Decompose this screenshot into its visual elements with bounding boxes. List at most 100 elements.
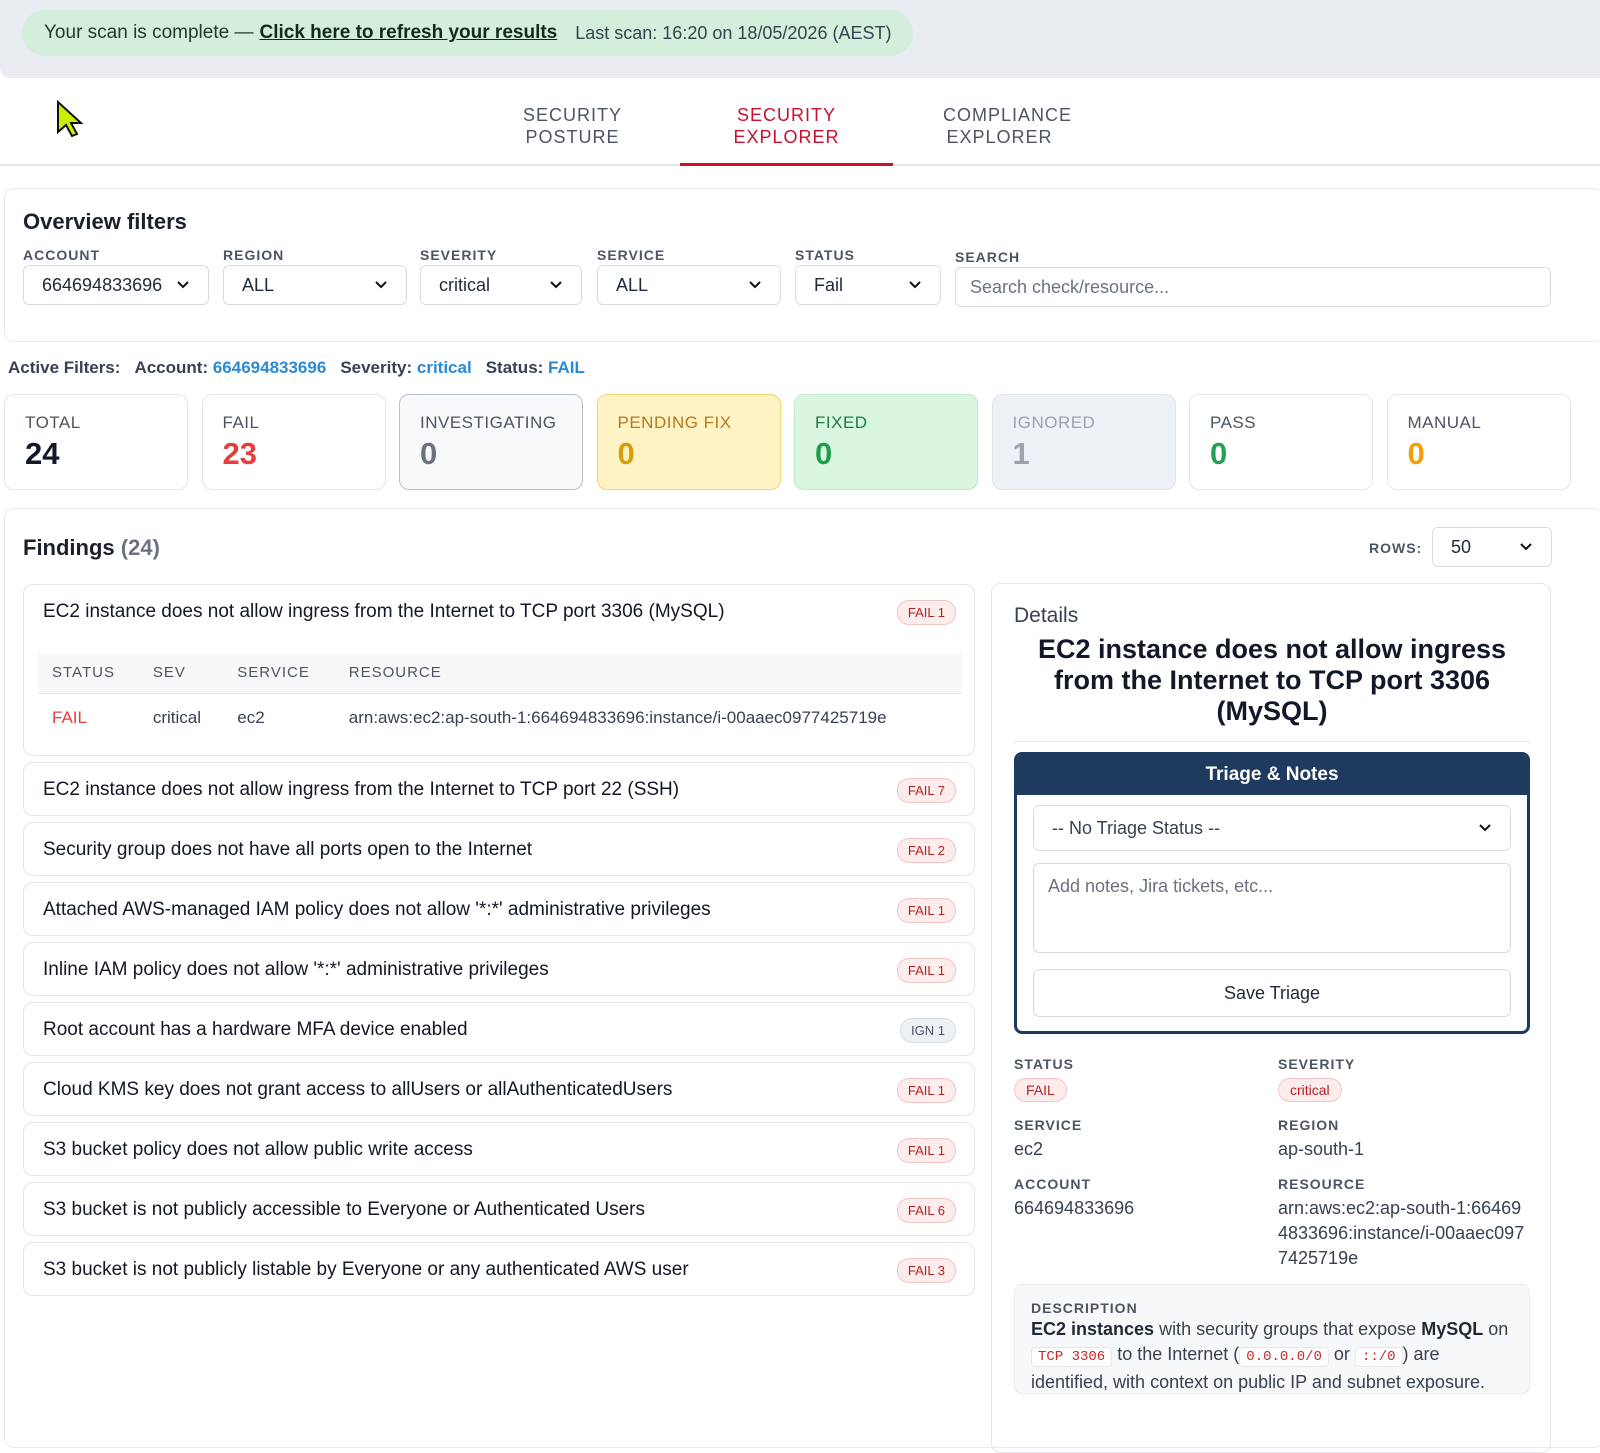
stat-value: 0 <box>1210 436 1228 471</box>
rows-value: 50 <box>1451 536 1472 557</box>
filter-select[interactable]: critical <box>420 265 582 305</box>
table-heading: STATUS <box>38 653 139 693</box>
active-filter: Status: FAIL <box>486 358 585 378</box>
table-heading: SERVICE <box>223 653 335 693</box>
triage-select[interactable]: -- No Triage Status -- <box>1033 805 1511 851</box>
stat-card: MANUAL 0 <box>1386 394 1571 490</box>
table-cell: critical <box>138 692 224 743</box>
active-filter-value: FAIL <box>548 358 585 377</box>
desc-bold: MySQL <box>1421 1319 1484 1339</box>
active-filter-value: 664694833696 <box>212 358 327 377</box>
stat-value: 0 <box>815 436 833 471</box>
finding[interactable]: Inline IAM policy does not allow '*:*' a… <box>23 942 975 996</box>
stat-value: 0 <box>1407 436 1425 471</box>
field-label: SEVERITY <box>1278 1056 1356 1072</box>
finding-badge: FAIL 1 <box>896 1078 956 1103</box>
stat-card: FAIL 23 <box>201 394 386 490</box>
filter-label: SEVERITY <box>420 247 498 263</box>
field-pill: FAIL <box>1014 1078 1067 1102</box>
filter-select[interactable]: ALL <box>223 265 407 305</box>
finding[interactable]: S3 bucket policy does not allow public w… <box>23 1122 975 1176</box>
field-label: STATUS <box>1014 1056 1074 1072</box>
finding-title: Root account has a hardware MFA device e… <box>43 1019 468 1040</box>
rows-select[interactable]: 50 <box>1432 527 1552 567</box>
desc-bold: EC2 instances <box>1031 1319 1155 1339</box>
desc-code: 0.0.0.0/0 <box>1239 1347 1329 1367</box>
active-filter-key: Account: <box>134 358 209 377</box>
findings-count: (24) <box>120 535 160 560</box>
filter-select[interactable]: ALL <box>597 265 781 305</box>
active-filters: Active Filters: Account: 664694833696 Sev… <box>8 358 585 378</box>
finding-table: STATUS SEV SERVICE RESOURCE FAIL critical ec2 a… <box>38 653 962 743</box>
triage-header: Triage & Notes <box>1017 755 1527 795</box>
chevron <box>375 281 387 289</box>
field-label: ACCOUNT <box>1014 1176 1091 1192</box>
finding-badge: FAIL 6 <box>896 1198 956 1223</box>
table-heading: SEV <box>138 653 224 693</box>
finding-title: S3 bucket policy does not allow public w… <box>43 1139 473 1160</box>
findings-title: Findings <box>23 535 115 560</box>
finding[interactable]: S3 bucket is not publicly listable by Ev… <box>23 1242 975 1296</box>
findings-card: Findings (24) ROWS: 50 EC2 instance does… <box>4 508 1600 1448</box>
tab[interactable]: COMPLIANCE EXPLORER <box>943 105 1073 147</box>
finding-badge: FAIL 1 <box>896 600 956 625</box>
stat-card: PENDING FIX 0 <box>596 394 781 490</box>
table-cell: ec2 <box>223 692 335 743</box>
description-label: DESCRIPTION <box>1031 1300 1138 1316</box>
finding[interactable]: S3 bucket is not publicly accessible to … <box>23 1182 975 1236</box>
filter-value: Fail <box>814 274 844 295</box>
finding-title: Security group does not have all ports o… <box>43 839 533 860</box>
finding-title: S3 bucket is not publicly listable by Ev… <box>43 1259 689 1280</box>
tab-active[interactable]: SECURITY EXPLORER <box>680 104 893 166</box>
chevron-line <box>749 281 761 289</box>
filter-value: ALL <box>616 274 649 295</box>
chevron <box>1520 543 1532 551</box>
stat-card: IGNORED 1 <box>991 394 1176 490</box>
chevron-line <box>550 281 562 289</box>
notes-input[interactable]: Add notes, Jira tickets, etc... <box>1033 863 1511 953</box>
finding[interactable]: Cloud KMS key does not grant access to a… <box>23 1062 975 1116</box>
table-row: FAIL critical ec2 arn:aws:ec2:ap-south-1:66… <box>38 692 962 743</box>
desc-text: with security groups that expose <box>1154 1319 1422 1339</box>
active-filter-value: critical <box>416 358 472 377</box>
details-heading: Details <box>1014 604 1079 627</box>
save-button[interactable]: Save Triage <box>1033 969 1511 1017</box>
table-header: STATUS SEV SERVICE RESOURCE <box>38 653 962 693</box>
finding[interactable]: EC2 instance does not allow ingress from… <box>23 584 975 756</box>
finding-title: Inline IAM policy does not allow '*:*' a… <box>43 959 549 980</box>
filter-select[interactable]: Fail <box>795 265 941 305</box>
field-value: 664694833696 <box>1014 1198 1135 1218</box>
filters-card: Overview filters ACCOUNT 664694833696 REGI… <box>4 188 1600 342</box>
finding-badge: FAIL 1 <box>896 1138 956 1163</box>
search-input[interactable]: Search check/resource... <box>955 267 1551 307</box>
finding[interactable]: Attached AWS-managed IAM policy does not… <box>23 882 975 936</box>
active-filters-label: Active Filters: <box>8 358 121 377</box>
finding-title: Attached AWS-managed IAM policy does not… <box>43 899 711 920</box>
stat-value: 1 <box>1012 436 1030 471</box>
field-value: ap-south-1 <box>1278 1139 1365 1159</box>
notes-placeholder: Add notes, Jira tickets, etc... <box>1048 876 1274 896</box>
active-filter-key: Severity: <box>340 358 413 377</box>
findings-heading: Findings (24) <box>23 535 160 561</box>
chevron <box>177 281 189 289</box>
stat-label: INVESTIGATING <box>420 413 557 432</box>
desc-text: or <box>1328 1344 1355 1364</box>
scan-banner: Your scan is complete — Click here to re… <box>22 10 914 56</box>
finding[interactable]: EC2 instance does not allow ingress from… <box>23 762 975 816</box>
tab[interactable]: SECURITY POSTURE <box>522 105 622 147</box>
stat-value: 0 <box>617 436 635 471</box>
finding[interactable]: Security group does not have all ports o… <box>23 822 975 876</box>
field-label: SERVICE <box>1014 1117 1083 1133</box>
stat-label: FIXED <box>815 413 868 432</box>
field-value: arn:aws:ec2:ap-south-1:664694833696:inst… <box>1278 1198 1525 1268</box>
refresh-link[interactable]: Click here to refresh your results <box>259 22 558 43</box>
last-scan: Last scan: 16:20 on 18/05/2026 (AEST) <box>575 22 892 43</box>
chevron-line <box>375 281 387 289</box>
desc-text: to the Internet ( <box>1112 1344 1240 1364</box>
filter-select[interactable]: 664694833696 <box>23 265 209 305</box>
filter-value: ALL <box>242 274 275 295</box>
finding[interactable]: Root account has a hardware MFA device e… <box>23 1002 975 1056</box>
filters-title: Overview filters <box>23 209 187 234</box>
desc-text: on <box>1483 1319 1509 1339</box>
